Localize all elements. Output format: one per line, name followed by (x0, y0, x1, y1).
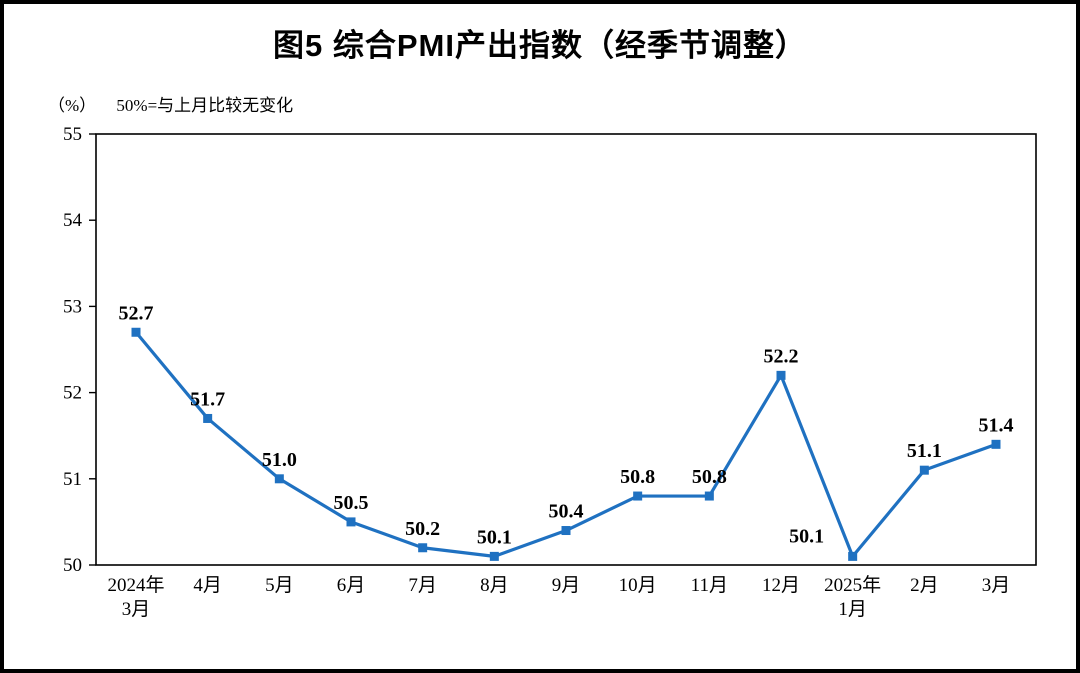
data-point-marker (489, 551, 499, 561)
x-tick-label: 12月 (762, 575, 800, 596)
data-point-marker (776, 370, 786, 380)
plot-border (95, 133, 1037, 566)
data-point-label: 50.1 (477, 526, 512, 548)
data-point-label: 50.5 (334, 492, 369, 514)
pmi-line-chart: 50 51 52 53 54 55 2024年 3月 4月 5月 6月 7月 8月 9月 10月 11月 12月… (63, 124, 1037, 620)
data-point-label: 51.1 (907, 440, 942, 462)
subtitle-note: 50%=与上月比较无变化 (116, 96, 294, 115)
data-point-marker (203, 413, 213, 423)
y-tick-label: 53 (63, 296, 82, 317)
data-point-marker (561, 526, 571, 536)
x-tick-label: 10月 (619, 575, 657, 596)
x-tick-label: 9月 (552, 575, 581, 596)
y-tick-label: 51 (63, 469, 82, 490)
chart-subtitle: （%） 50%=与上月比较无变化 (48, 91, 1076, 116)
y-axis-unit-label: （%） (48, 96, 97, 115)
x-tick-label: 2024年 3月 (107, 574, 164, 620)
data-point-label: 50.2 (405, 518, 440, 540)
x-tick-label: 11月 (691, 575, 728, 596)
data-point-marker (633, 491, 643, 501)
data-point-marker (274, 474, 284, 484)
x-tick-label: 2025年 1月 (824, 574, 881, 620)
data-point-marker (418, 543, 428, 553)
data-point-label: 50.4 (549, 501, 584, 523)
x-tick-label: 5月 (265, 575, 294, 596)
data-point-label: 50.8 (620, 466, 655, 488)
y-tick-label: 54 (63, 210, 83, 231)
data-point-marker (991, 439, 1001, 449)
data-point-marker (919, 465, 929, 475)
chart-title: 图5 综合PMI产出指数（经季节调整） (273, 28, 807, 63)
data-point-marker (131, 327, 141, 337)
x-tick-label: 2月 (910, 575, 939, 596)
y-tick-label: 55 (63, 124, 82, 145)
x-tick-label: 8月 (480, 575, 509, 596)
x-tick-label: 6月 (337, 575, 366, 596)
data-point-label: 50.8 (692, 466, 727, 488)
y-tick-label: 52 (63, 383, 82, 404)
data-point-label: 51.4 (979, 414, 1014, 436)
data-point-label: 52.2 (764, 345, 799, 367)
data-point-label: 52.7 (119, 302, 154, 324)
x-tick-label: 7月 (408, 575, 437, 596)
data-point-marker (346, 517, 356, 527)
data-point-label: 50.1 (789, 525, 824, 547)
data-point-marker (848, 551, 858, 561)
data-point-label: 51.7 (190, 388, 225, 410)
x-tick-label: 3月 (982, 575, 1011, 596)
y-tick-label: 50 (63, 555, 82, 576)
data-point-label: 51.0 (262, 449, 297, 471)
pmi-series-line (134, 330, 998, 558)
x-tick-label: 4月 (193, 575, 222, 596)
data-point-marker (704, 491, 714, 501)
